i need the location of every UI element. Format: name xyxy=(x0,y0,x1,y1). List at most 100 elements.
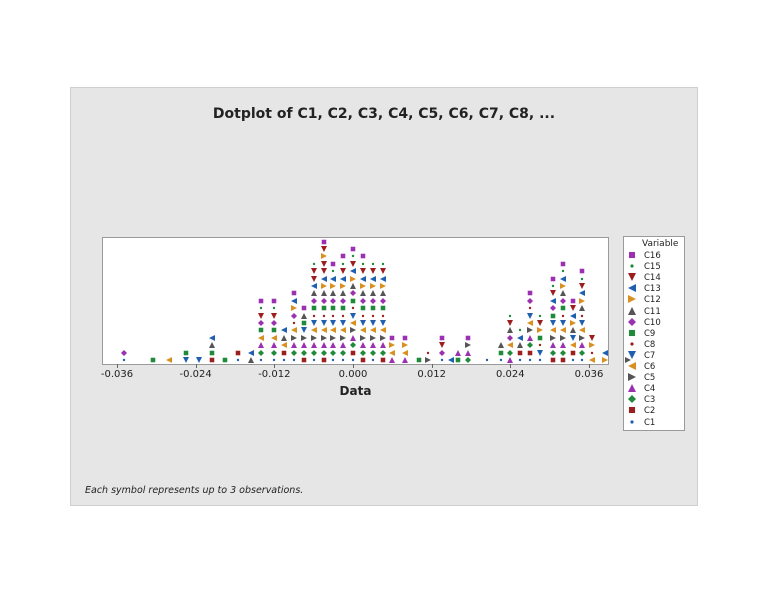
data-point-c7 xyxy=(559,320,567,327)
data-point-c9 xyxy=(560,305,567,312)
data-point-c12 xyxy=(359,283,367,290)
data-point-c10 xyxy=(527,297,534,305)
data-point-c13 xyxy=(310,283,318,290)
data-point-c4 xyxy=(340,342,347,349)
data-point-c10 xyxy=(359,297,367,305)
data-point-c6 xyxy=(569,342,577,349)
legend-label: C2 xyxy=(644,406,656,417)
legend-label: C16 xyxy=(644,251,661,261)
data-point-c11 xyxy=(350,283,357,290)
plot-area xyxy=(102,237,609,365)
data-point-c9 xyxy=(271,327,278,334)
data-point-c12 xyxy=(602,357,609,364)
legend-tri-right-icon xyxy=(628,373,638,383)
data-point-c11 xyxy=(320,290,328,297)
data-point-c9 xyxy=(455,357,462,364)
data-point-c1 xyxy=(484,357,491,364)
data-point-c13 xyxy=(579,290,586,297)
data-point-c10 xyxy=(507,334,514,342)
legend-square-icon xyxy=(628,406,638,416)
data-point-c5 xyxy=(320,334,328,342)
data-point-c9 xyxy=(183,350,190,357)
data-point-c2 xyxy=(301,357,308,364)
data-point-c12 xyxy=(340,283,347,290)
data-point-c10 xyxy=(340,297,347,305)
x-tick xyxy=(510,364,512,368)
data-point-c4 xyxy=(291,342,298,349)
data-point-c12 xyxy=(402,342,409,349)
data-point-c8 xyxy=(360,313,367,320)
x-tick-label: -0.024 xyxy=(179,369,212,380)
data-point-c11 xyxy=(281,334,288,342)
data-point-c4 xyxy=(549,342,557,349)
data-point-c16 xyxy=(402,335,409,342)
data-point-c4 xyxy=(579,342,586,349)
data-point-c14 xyxy=(359,268,367,275)
legend-item-c13: C13 xyxy=(628,284,684,295)
data-point-c11 xyxy=(359,290,367,297)
legend-dot-icon xyxy=(628,262,638,272)
data-point-c2 xyxy=(209,357,216,364)
footnote: Each symbol represents up to 3 observati… xyxy=(85,485,304,496)
data-point-c10 xyxy=(549,305,557,312)
x-tick xyxy=(589,364,590,368)
data-point-c9 xyxy=(209,350,216,357)
data-point-c6 xyxy=(402,349,409,357)
data-point-c3 xyxy=(369,349,377,357)
legend-item-c16: C16 xyxy=(628,251,684,262)
legend-diamond-icon xyxy=(628,395,638,405)
data-point-c4 xyxy=(258,342,265,349)
data-point-c11 xyxy=(209,342,216,349)
data-point-c1 xyxy=(281,357,288,364)
data-point-c8 xyxy=(560,313,567,320)
data-point-c9 xyxy=(416,357,423,364)
data-point-c6 xyxy=(166,357,173,364)
data-point-c6 xyxy=(340,327,347,334)
data-point-c2 xyxy=(380,357,387,364)
legend-label: C14 xyxy=(644,273,661,284)
data-point-c6 xyxy=(527,320,534,327)
data-point-c14 xyxy=(320,246,328,253)
data-point-c11 xyxy=(300,312,308,320)
data-point-c6 xyxy=(369,327,377,334)
data-point-c12 xyxy=(536,327,544,334)
legend-label: C10 xyxy=(644,317,661,328)
legend-label: C4 xyxy=(644,384,656,395)
data-point-c9 xyxy=(537,335,544,342)
data-point-c15 xyxy=(537,313,544,320)
data-point-c7 xyxy=(579,320,586,327)
data-point-c9 xyxy=(301,320,308,327)
data-point-c6 xyxy=(579,327,586,334)
data-point-c13 xyxy=(320,275,328,283)
data-point-c13 xyxy=(281,327,288,334)
data-point-c10 xyxy=(438,349,446,357)
data-point-c15 xyxy=(330,268,337,275)
data-point-c11 xyxy=(248,357,255,364)
data-point-c3 xyxy=(320,349,328,357)
data-point-c14 xyxy=(320,268,328,275)
data-point-c5 xyxy=(330,334,337,342)
data-point-c9 xyxy=(340,305,347,312)
data-point-c5 xyxy=(559,334,567,342)
data-point-c3 xyxy=(258,349,265,357)
legend-title: Variable xyxy=(642,239,679,249)
x-tick-label: 0.036 xyxy=(574,369,604,380)
data-point-c9 xyxy=(330,305,337,312)
data-point-c5 xyxy=(549,334,557,342)
data-point-c16 xyxy=(389,335,396,342)
data-point-c6 xyxy=(310,327,318,334)
data-point-c3 xyxy=(549,349,557,357)
legend-item-c3: C3 xyxy=(628,395,684,406)
data-point-c15 xyxy=(380,261,387,268)
data-point-c1 xyxy=(370,357,377,364)
data-point-c1 xyxy=(527,357,534,364)
data-point-c11 xyxy=(497,342,505,349)
data-point-c12 xyxy=(579,297,586,305)
legend-tri-down-icon xyxy=(628,350,638,361)
data-point-c6 xyxy=(559,327,567,334)
data-point-c12 xyxy=(320,253,328,260)
data-point-c14 xyxy=(379,268,387,275)
data-point-c5 xyxy=(625,357,632,364)
data-point-c10 xyxy=(330,297,337,305)
data-point-c6 xyxy=(271,334,278,342)
